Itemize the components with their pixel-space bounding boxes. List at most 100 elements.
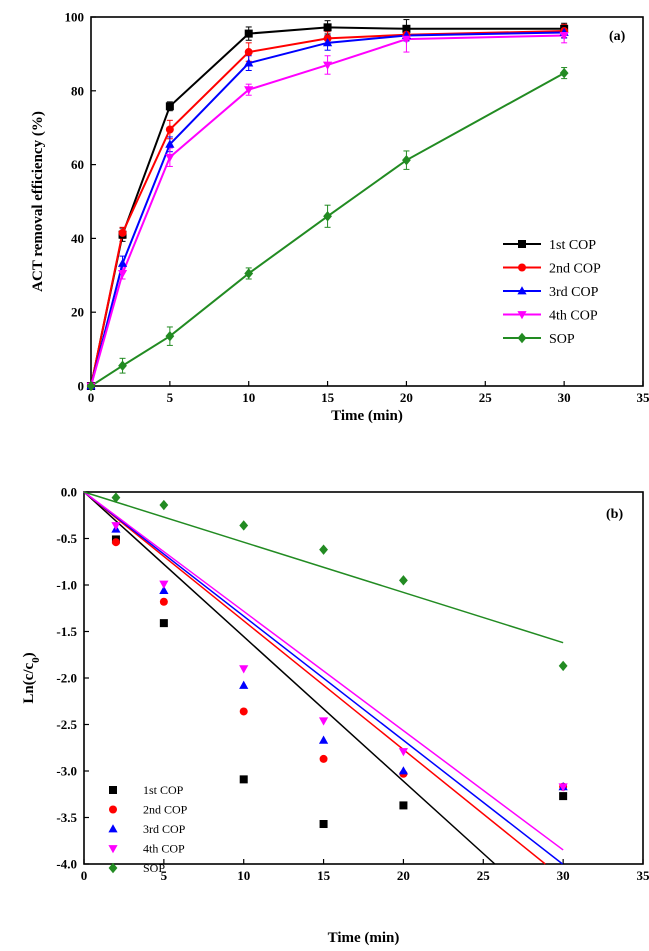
legend-marker-1st-cop <box>518 240 526 248</box>
legend-label: 2nd COP <box>549 262 601 277</box>
data-point-3rd-cop <box>165 139 175 148</box>
data-point-4th-cop <box>159 580 169 589</box>
data-point-sop <box>559 67 569 79</box>
data-point-3rd-cop <box>244 58 254 67</box>
legend-marker-4th-cop <box>517 311 527 320</box>
y-tick-label: 100 <box>65 10 85 25</box>
series-markers-a <box>86 23 569 392</box>
x-tick-label: 35 <box>637 868 649 883</box>
fit-line-sop <box>83 491 564 644</box>
legend-b: 1st COP 2nd COP 3rd COP 4th COP SOP <box>108 783 188 875</box>
x-tick-label: 5 <box>167 390 174 405</box>
legend-label: 3rd COP <box>143 822 186 836</box>
legend-label: 1st COP <box>549 238 596 253</box>
y-tick-label: -2.5 <box>56 717 77 732</box>
data-point-1st-cop <box>402 24 411 33</box>
chart-a: 0 5 10 15 20 25 30 35 0 20 40 60 80 100 (a) Time (min… <box>30 10 649 425</box>
x-tick-label: 15 <box>321 390 335 405</box>
legend-marker-3rd-cop <box>108 824 118 833</box>
x-tick-label: 30 <box>557 868 570 883</box>
data-point-3rd-cop <box>322 38 333 47</box>
x-tick-label: 0 <box>81 868 88 883</box>
legend-marker-3rd-cop <box>517 286 527 295</box>
y-tick-label: -4.0 <box>56 857 77 872</box>
data-point-4th-cop <box>322 61 333 70</box>
data-point-1st-cop <box>159 619 168 628</box>
data-point-3rd-cop <box>398 766 409 775</box>
y-axis-title-b-close: ) <box>21 652 37 657</box>
panel-label-a: (a) <box>609 29 626 44</box>
data-point-2nd-cop <box>165 125 174 134</box>
y-tick-label: 80 <box>71 83 84 98</box>
legend-item-sop: SOP <box>108 861 165 875</box>
data-point-2nd-cop <box>244 48 253 57</box>
data-point-3rd-cop <box>318 735 329 744</box>
legend-marker-2nd-cop <box>518 263 526 272</box>
legend-marker-1st-cop <box>109 786 117 794</box>
y-tick-label: -1.0 <box>56 578 77 593</box>
y-axis-title-b-main: Ln(c/c <box>21 662 37 703</box>
x-tick-label: 20 <box>397 868 410 883</box>
legend-item-2nd-cop: 2nd COP <box>109 803 188 817</box>
data-point-sop <box>111 492 121 503</box>
data-point-4th-cop <box>401 35 412 44</box>
legend-label: 3rd COP <box>549 285 599 300</box>
data-point-sop <box>86 380 96 392</box>
legend-label: 2nd COP <box>143 803 188 817</box>
data-point-sop <box>558 660 568 672</box>
data-point-1st-cop <box>559 792 568 801</box>
y-tick-label: -3.5 <box>56 810 77 825</box>
data-point-sop <box>323 211 332 222</box>
legend-item-1st-cop: 1st COP <box>503 238 596 253</box>
axis-ticks-a: 0 5 10 15 20 25 30 35 0 20 40 60 80 100 <box>65 10 649 406</box>
x-tick-label: 25 <box>477 868 491 883</box>
fit-lines-b <box>83 491 564 865</box>
y-tick-label: 0 <box>78 379 85 394</box>
y-tick-label: 0.0 <box>61 485 77 500</box>
data-point-4th-cop <box>244 86 254 95</box>
data-point-2nd-cop <box>319 754 328 763</box>
fit-line-3rd-cop <box>83 491 564 865</box>
y-tick-label: -2.0 <box>56 671 77 686</box>
y-tick-label: -3.0 <box>56 764 77 779</box>
data-point-4th-cop <box>559 32 569 41</box>
legend-item-sop: SOP <box>503 332 575 347</box>
legend-item-1st-cop: 1st COP <box>109 783 184 797</box>
legend-label: 4th COP <box>549 309 598 324</box>
legend-label: SOP <box>143 861 165 875</box>
data-point-sop <box>399 575 408 586</box>
data-point-sop <box>319 544 328 555</box>
data-point-4th-cop <box>111 522 121 531</box>
data-point-4th-cop <box>165 153 175 163</box>
x-tick-label: 20 <box>400 390 413 405</box>
x-tick-label: 10 <box>237 868 250 883</box>
data-point-4th-cop <box>318 717 329 726</box>
data-point-4th-cop <box>117 270 128 279</box>
error-bars-a <box>119 19 568 374</box>
data-point-sop <box>402 154 411 166</box>
data-point-2nd-cop <box>239 707 248 716</box>
x-tick-label: 35 <box>637 390 649 405</box>
legend-item-3rd-cop: 3rd COP <box>108 822 186 836</box>
data-point-4th-cop <box>239 665 249 674</box>
fit-line-4th-cop <box>83 491 564 851</box>
legend-marker-4th-cop <box>108 845 118 854</box>
data-point-1st-cop <box>399 801 408 810</box>
data-point-4th-cop <box>558 783 568 792</box>
data-point-1st-cop <box>165 102 174 111</box>
data-point-1st-cop <box>323 23 332 32</box>
y-tick-label: 20 <box>71 305 84 320</box>
data-point-sop <box>244 268 254 279</box>
data-point-sop <box>239 520 249 531</box>
y-axis-title-a: ACT removal efficiency (%) <box>30 111 46 292</box>
legend-label: 1st COP <box>143 783 184 797</box>
data-point-1st-cop <box>239 775 248 784</box>
y-tick-label: 40 <box>71 231 84 246</box>
data-point-2nd-cop <box>159 597 168 606</box>
x-tick-label: 5 <box>161 868 168 883</box>
fit-line-2nd-cop <box>83 491 546 865</box>
legend-label: SOP <box>549 332 575 347</box>
data-point-sop <box>159 499 169 511</box>
data-point-3rd-cop <box>117 258 128 267</box>
